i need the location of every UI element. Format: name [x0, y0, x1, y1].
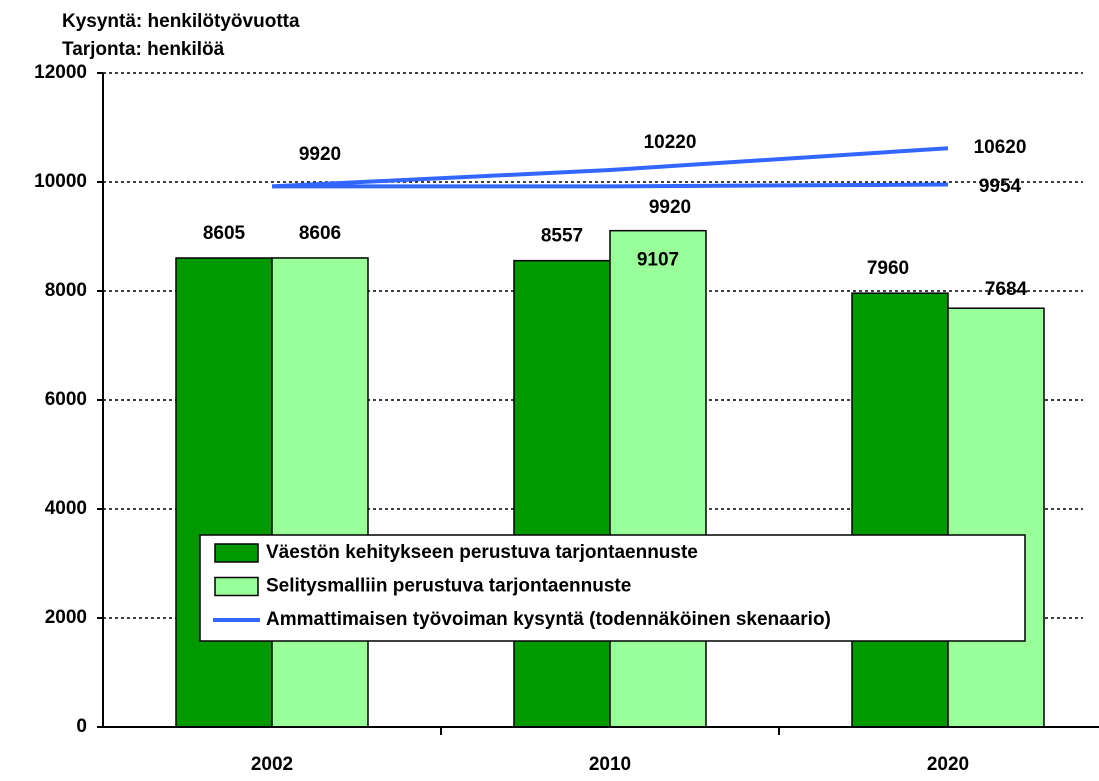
legend-label: Selitysmalliin perustuva tarjontaennuste [266, 576, 631, 597]
bar [513, 259, 611, 728]
legend-swatch [214, 576, 259, 597]
data-label: 7960 [867, 258, 909, 279]
y-tick-label: 8000 [45, 280, 87, 301]
y-tick-label: 2000 [45, 607, 87, 628]
data-label: 10220 [644, 132, 697, 153]
data-label: 8605 [203, 223, 246, 244]
bar [851, 292, 949, 728]
bar [947, 307, 1045, 728]
line [271, 146, 949, 189]
data-label: 7684 [985, 279, 1028, 300]
x-tick-label: 2010 [589, 754, 631, 775]
bar [175, 257, 273, 728]
legend-box [199, 534, 1026, 642]
line [272, 182, 949, 189]
data-label: 9107 [637, 250, 679, 271]
data-label: 8606 [299, 223, 341, 244]
x-tick-label: 2020 [927, 754, 969, 775]
y-tick-label: 10000 [34, 171, 87, 192]
y-tick-label: 6000 [45, 389, 87, 410]
axis-title: Tarjonta: henkilöä [62, 39, 225, 60]
legend: Väestön kehitykseen perustuva tarjontaen… [199, 534, 1026, 642]
data-label: 9954 [979, 176, 1022, 197]
legend-swatch [214, 543, 259, 563]
x-tick-label: 2002 [251, 754, 293, 775]
data-label: 9920 [649, 197, 691, 218]
data-label: 8557 [541, 226, 583, 247]
y-tick-label: 12000 [34, 62, 87, 83]
y-tick-label: 0 [76, 716, 87, 737]
bar [609, 229, 707, 728]
legend-label: Ammattimaisen työvoiman kysyntä (todennä… [266, 609, 831, 630]
legend-label: Väestön kehitykseen perustuva tarjontaen… [266, 542, 698, 563]
axis-title: Kysyntä: henkilötyövuotta [62, 11, 300, 32]
data-label: 9920 [299, 144, 341, 165]
bar [271, 257, 369, 728]
data-label: 10620 [974, 137, 1027, 158]
y-tick-label: 4000 [45, 498, 87, 519]
